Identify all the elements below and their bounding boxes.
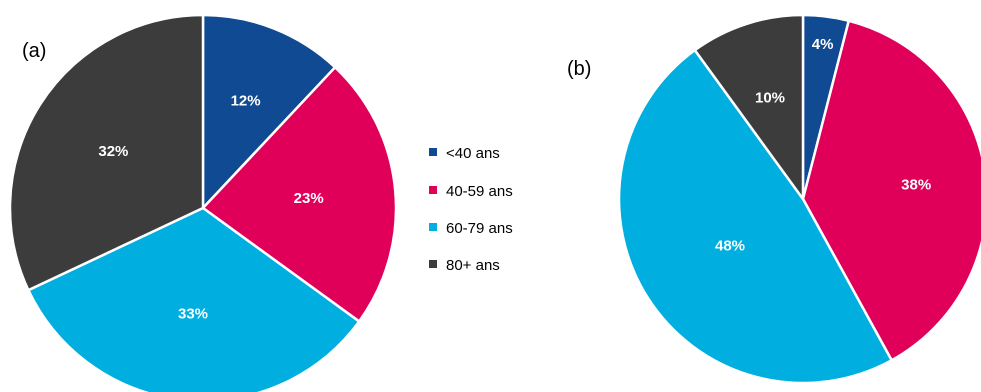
slice-value-label: 10% — [755, 90, 785, 107]
pie-slice — [201, 65, 398, 324]
legend-swatch — [429, 223, 437, 231]
pie-slice — [201, 13, 337, 212]
panel-label-a: (a) — [22, 40, 46, 62]
legend-swatch — [429, 260, 437, 268]
legend-label: <40 ans — [446, 145, 500, 162]
slice-value-label: 12% — [231, 92, 261, 109]
slice-value-label: 48% — [715, 237, 745, 254]
legend-item: 80+ ans — [429, 257, 500, 274]
legend-swatch — [429, 148, 437, 156]
slice-value-label: 33% — [178, 306, 208, 323]
panel-label-b: (b) — [567, 58, 591, 80]
pie-slice — [693, 13, 805, 203]
pie-slice — [801, 19, 981, 362]
legend-label: 60-79 ans — [446, 220, 513, 237]
legend-item: 40-59 ans — [429, 183, 513, 200]
legend-label: 40-59 ans — [446, 183, 513, 200]
slice-value-label: 23% — [294, 190, 324, 207]
slice-value-label: 38% — [901, 177, 931, 194]
legend-item: 60-79 ans — [429, 220, 513, 237]
slice-value-label: 32% — [98, 143, 128, 160]
legend: <40 ans 40-59 ans 60-79 ans 80+ ans — [429, 145, 513, 274]
legend-label: 80+ ans — [446, 257, 500, 274]
legend-item: <40 ans — [429, 145, 500, 162]
pie-slice — [8, 13, 205, 292]
pie-chart-b: 4% 38% 48% 10% — [617, 13, 981, 385]
pie-slice — [617, 48, 894, 385]
slice-value-label: 4% — [812, 36, 834, 53]
pie-chart-a: 12% 23% 33% 32% — [8, 13, 398, 392]
pie-slice — [26, 206, 361, 392]
legend-swatch — [429, 186, 437, 194]
